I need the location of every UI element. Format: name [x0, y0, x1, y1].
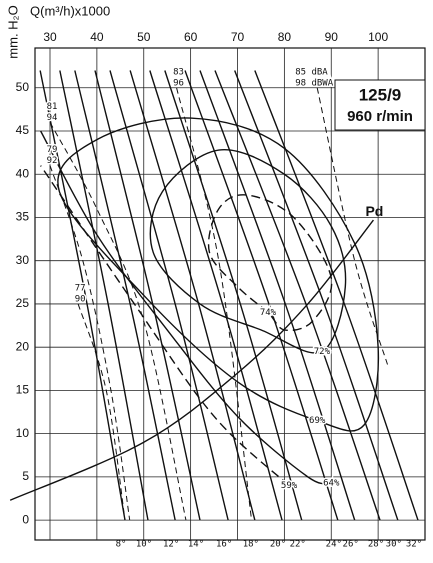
x-tick-label: 30 [43, 30, 57, 44]
blade-angle-label: 20° [270, 540, 286, 550]
x-tick-label: 70 [231, 30, 245, 44]
noise-label: 85 dBA [295, 67, 328, 77]
pd-label: Pd [365, 203, 383, 219]
pd-line [9, 219, 374, 501]
efficiency-contour [40, 130, 332, 485]
efficiency-contour [40, 165, 290, 487]
blade-curve [164, 70, 303, 521]
x-tick-label: 100 [368, 30, 388, 44]
efficiency-label: 72% [314, 347, 331, 357]
blade-curve [109, 70, 229, 521]
y-tick-label: 30 [16, 253, 30, 267]
noise-label: 83 [173, 67, 184, 77]
efficiency-label: 74% [260, 308, 277, 318]
blade-curve [94, 70, 201, 521]
efficiency-contour [149, 148, 347, 354]
blade-angle-label: 12° [163, 540, 179, 550]
blade-curve [234, 70, 399, 521]
blade-angle-label: 8° [116, 540, 127, 550]
x-tick-label: 60 [184, 30, 198, 44]
blade-angle-label: 22° [290, 540, 306, 550]
blade-angle-label: 18° [243, 540, 259, 550]
blade-angle-label: 32° [406, 540, 422, 550]
x-tick-label: 50 [137, 30, 151, 44]
blade-curve [184, 70, 339, 521]
y-axis-label: mm. H₂O [5, 5, 20, 58]
blade-angle-label: 10° [136, 540, 152, 550]
noise-line [316, 87, 388, 365]
blade-angle-label: 16° [216, 540, 232, 550]
efficiency-label: 69% [309, 416, 326, 426]
blade-angle-label: 26° [343, 540, 359, 550]
blade-curve [199, 70, 356, 521]
x-tick-label: 90 [325, 30, 339, 44]
efficiency-contour [57, 117, 380, 432]
title-box [334, 79, 426, 131]
y-tick-label: 15 [16, 383, 30, 397]
noise-line [77, 303, 126, 521]
x-axis-label: Q(m³/h)x1000 [30, 3, 110, 18]
y-tick-label: 50 [16, 80, 30, 94]
blade-angle-label: 24° [326, 540, 342, 550]
efficiency-label: 64% [323, 478, 340, 488]
blade-angle-label: 14° [188, 540, 204, 550]
noise-label: 77 [75, 283, 86, 293]
chart-subtitle: 960 r/min [347, 108, 413, 125]
noise-label: 98 dBWA [295, 78, 334, 88]
y-tick-label: 10 [16, 426, 30, 440]
blade-angle-label: 28° [368, 540, 384, 550]
y-tick-label: 45 [16, 123, 30, 137]
noise-label: 81 [47, 102, 58, 112]
blade-curve [149, 70, 283, 521]
y-tick-label: 20 [16, 339, 30, 353]
noise-line [49, 122, 187, 521]
noise-line [49, 165, 131, 521]
blade-angle-label: 30° [386, 540, 402, 550]
noise-label: 90 [75, 294, 86, 304]
y-tick-label: 35 [16, 210, 30, 224]
y-tick-label: 40 [16, 166, 30, 180]
blade-curve [59, 70, 149, 521]
noise-label: 92 [47, 156, 58, 166]
noise-label: 94 [47, 113, 58, 123]
x-tick-label: 80 [278, 30, 292, 44]
y-tick-label: 0 [22, 512, 29, 526]
y-tick-label: 5 [22, 469, 29, 483]
blade-curve [74, 70, 176, 521]
plot-frame [34, 47, 426, 541]
noise-label: 79 [47, 145, 58, 155]
blade-curve [129, 70, 256, 521]
chart-title: 125/9 [359, 85, 402, 104]
noise-label: 96 [173, 78, 184, 88]
x-tick-label: 40 [90, 30, 104, 44]
blade-curve [254, 70, 419, 521]
noise-line [176, 87, 253, 521]
efficiency-contour [207, 194, 333, 332]
blade-curve [214, 70, 381, 521]
efficiency-label: 59% [281, 481, 298, 491]
y-tick-label: 25 [16, 296, 30, 310]
